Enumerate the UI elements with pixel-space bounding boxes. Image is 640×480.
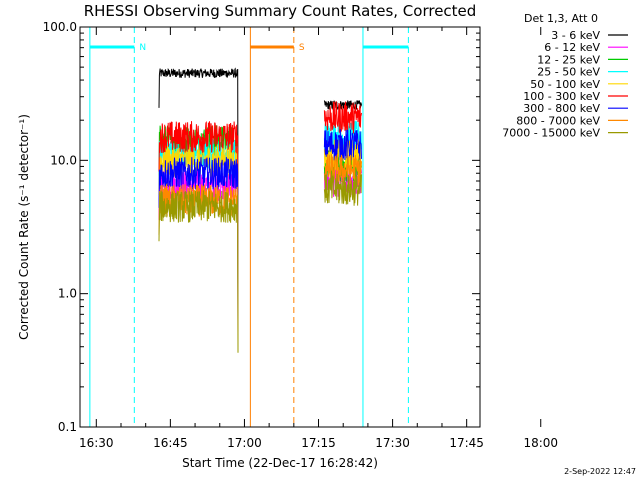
- y-axis-label: Corrected Count Rate (s⁻¹ detector⁻¹): [17, 114, 31, 340]
- y-tick-label: 100.0: [43, 20, 77, 34]
- legend-label: 800 - 7000 keV: [516, 114, 600, 127]
- x-tick-label: 17:45: [449, 436, 484, 450]
- legend-label: 7000 - 15000 keV: [502, 127, 600, 140]
- x-tick-label: 17:15: [301, 436, 336, 450]
- legend-label: 50 - 100 keV: [530, 78, 600, 91]
- series-line: [323, 152, 362, 186]
- axes: 16:30 16:45 17:00 17:15 17:30 17:45 18:00 0.1 1.…: [43, 20, 558, 450]
- legend-label: 25 - 50 keV: [537, 66, 600, 79]
- x-tick-label: 18:00: [523, 436, 558, 450]
- saa-label: S: [299, 43, 305, 53]
- timestamp: 2-Sep-2022 12:47: [564, 467, 636, 476]
- series-line: [323, 173, 362, 206]
- chart-title: RHESSI Observing Summary Count Rates, Co…: [84, 2, 477, 20]
- x-axis-label: Start Time (22-Dec-17 16:28:42): [182, 456, 378, 470]
- legend-label: 6 - 12 keV: [544, 41, 600, 54]
- series-8: [158, 173, 362, 353]
- x-tick-label: 16:30: [79, 436, 114, 450]
- series-line: [323, 101, 362, 134]
- series-line: [158, 190, 239, 353]
- night-label: N: [139, 43, 146, 53]
- series-line: [323, 129, 362, 162]
- annotation-saa-2: S: [249, 27, 305, 427]
- series-5: [158, 101, 362, 284]
- x-tick-label: 17:30: [375, 436, 410, 450]
- series-line: [158, 157, 239, 320]
- y-tick-label: 0.1: [58, 420, 77, 434]
- y-tick-label: 10.0: [50, 153, 77, 167]
- legend-label: 3 - 6 keV: [551, 29, 600, 42]
- series-line: [158, 120, 239, 284]
- series-line: [323, 99, 362, 111]
- legend-label: 12 - 25 keV: [537, 53, 600, 66]
- annotation-night-0: N: [89, 27, 146, 427]
- series-line: [158, 67, 239, 220]
- plot-frame: [79, 26, 481, 428]
- legend-title: Det 1,3, Att 0: [524, 12, 598, 25]
- y-tick-label: 1.0: [58, 287, 77, 301]
- legend-label: 300 - 800 keV: [523, 102, 600, 115]
- x-tick-label: 16:45: [153, 436, 188, 450]
- legend-label: 100 - 300 keV: [523, 90, 600, 103]
- annotation-night-1: [362, 27, 409, 427]
- x-tick-label: 17:00: [227, 436, 262, 450]
- series-0: [158, 67, 362, 220]
